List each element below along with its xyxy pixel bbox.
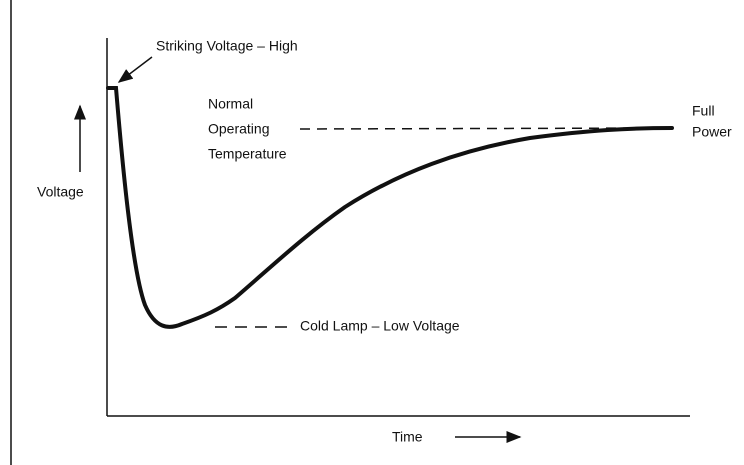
annotation: Striking Voltage – High (156, 38, 298, 54)
y-axis-label: Voltage (37, 184, 84, 200)
striking-arrow (117, 56, 153, 83)
annotation: Normal (208, 96, 253, 112)
full-power-dash (299, 127, 673, 130)
voltage-curve (106, 86, 674, 329)
x-axis-label: Time (392, 429, 423, 445)
annotation: Temperature (208, 146, 287, 162)
annotation: Full (692, 103, 715, 119)
annotation: Power (692, 124, 732, 140)
annotation: Operating (208, 121, 269, 137)
annotation: Cold Lamp – Low Voltage (300, 318, 460, 334)
